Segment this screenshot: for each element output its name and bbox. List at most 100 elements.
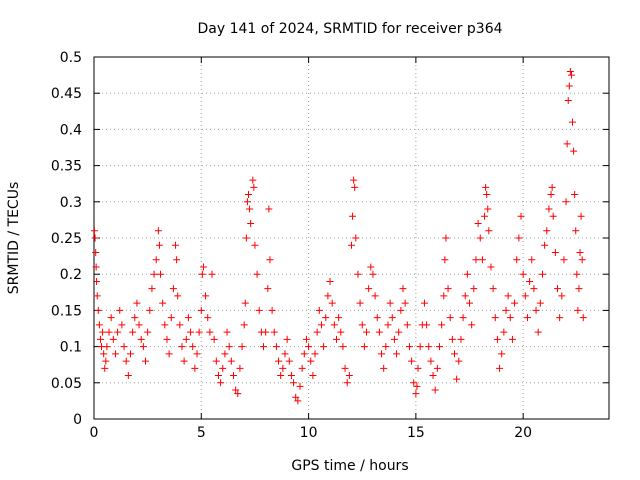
data-point [474, 220, 482, 228]
data-point [111, 350, 119, 358]
data-point [513, 256, 521, 264]
data-point [536, 299, 544, 307]
data-point [198, 270, 206, 278]
data-point [566, 67, 574, 75]
data-point [180, 357, 188, 365]
data-point [431, 386, 439, 394]
data-point [401, 299, 409, 307]
data-point [578, 256, 586, 264]
data-point [345, 372, 353, 380]
data-point [287, 372, 295, 380]
data-point [245, 191, 252, 199]
data-point [241, 299, 249, 307]
data-point [410, 379, 418, 387]
data-point [386, 299, 394, 307]
data-point [120, 343, 128, 351]
data-point [403, 321, 411, 329]
data-point [210, 335, 218, 343]
data-point [191, 364, 199, 372]
data-point [548, 183, 556, 191]
data-point [173, 256, 181, 264]
data-point [489, 285, 497, 293]
y-tick-label: 0.3 [60, 195, 82, 211]
data-point [528, 256, 536, 264]
data-point [275, 357, 283, 365]
data-point [549, 212, 557, 220]
data-point [500, 328, 508, 336]
data-point [441, 256, 449, 264]
data-point [573, 270, 581, 278]
data-point [150, 270, 158, 278]
data-point [526, 277, 534, 285]
data-point [506, 314, 514, 322]
data-point [350, 176, 358, 184]
data-point [199, 263, 207, 271]
x-tick-label: 15 [407, 425, 425, 441]
data-point [163, 335, 171, 343]
data-point [144, 328, 152, 336]
data-point [530, 285, 538, 293]
data-point [124, 372, 132, 380]
data-point [442, 234, 450, 242]
data-point [337, 328, 345, 336]
data-point [246, 205, 254, 213]
data-point [369, 270, 377, 278]
data-point [307, 357, 315, 365]
data-point [371, 292, 379, 300]
data-point [541, 241, 549, 249]
data-point [408, 357, 416, 365]
data-point [184, 314, 192, 322]
data-point [339, 343, 347, 351]
data-point [251, 241, 259, 249]
data-point [397, 306, 405, 314]
y-tick-label: 0.15 [51, 303, 82, 319]
data-point [189, 343, 197, 351]
data-point [142, 357, 149, 365]
data-point [292, 393, 300, 401]
data-point [444, 285, 452, 293]
data-point [429, 372, 437, 380]
data-point [521, 292, 529, 300]
data-point [451, 350, 458, 358]
data-point [155, 241, 163, 249]
data-point [560, 256, 568, 264]
data-point [101, 364, 109, 372]
data-point [496, 364, 504, 372]
data-point [214, 372, 222, 380]
data-point [367, 263, 375, 271]
data-points [90, 67, 587, 405]
data-point [157, 270, 165, 278]
data-point [270, 328, 278, 336]
data-point [493, 335, 501, 343]
data-point [502, 306, 510, 314]
data-point [116, 306, 124, 314]
data-point [169, 285, 177, 293]
data-point [399, 285, 407, 293]
data-point [384, 321, 392, 329]
data-point [349, 212, 357, 220]
data-point [348, 241, 355, 249]
data-point [352, 234, 360, 242]
data-point [532, 306, 540, 314]
data-point [545, 205, 553, 213]
grid [94, 57, 609, 419]
data-point [122, 357, 130, 365]
data-point [234, 390, 242, 398]
data-point [96, 335, 104, 343]
data-point [354, 270, 362, 278]
data-point [195, 328, 203, 336]
data-point [174, 292, 182, 300]
data-point [358, 321, 366, 329]
data-point [446, 314, 454, 322]
data-point [262, 328, 270, 336]
data-point [313, 328, 321, 336]
data-point [335, 314, 343, 322]
data-point [118, 321, 126, 329]
data-point [133, 299, 141, 307]
data-point [438, 321, 446, 329]
data-point [208, 270, 216, 278]
data-point [332, 335, 340, 343]
x-tick-label: 5 [197, 425, 206, 441]
data-point [461, 292, 469, 300]
data-point [466, 299, 474, 307]
